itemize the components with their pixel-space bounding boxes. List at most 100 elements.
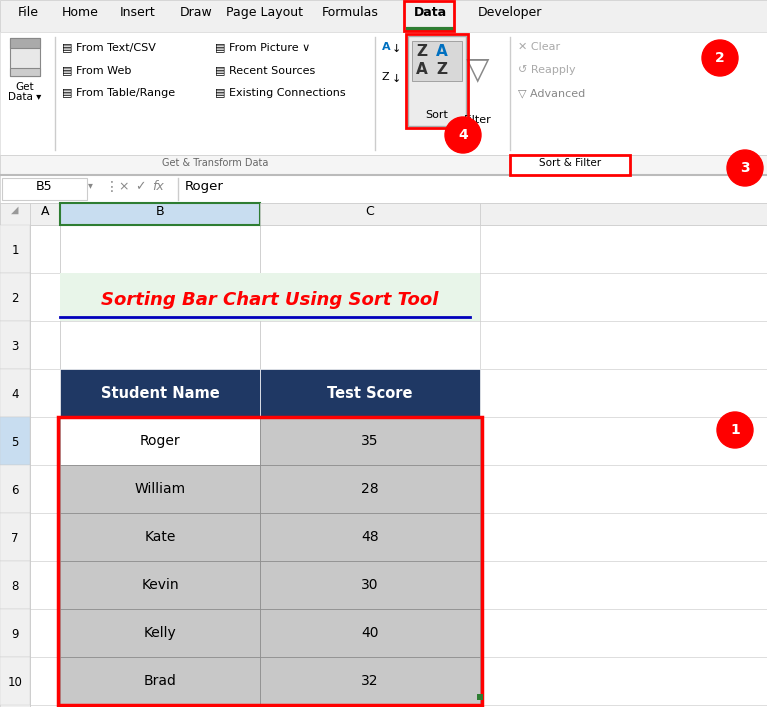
Bar: [10, 38, 40, 48]
Bar: [408, 36, 466, 126]
Text: A: A: [41, 205, 49, 218]
Bar: [260, 417, 480, 465]
Text: 48: 48: [361, 530, 379, 544]
Bar: [260, 609, 480, 657]
Text: Home: Home: [61, 6, 98, 19]
Bar: [0, 273, 30, 321]
Bar: [0, 321, 30, 369]
Text: Z: Z: [382, 72, 390, 82]
Text: ↺ Reapply: ↺ Reapply: [518, 65, 575, 75]
Bar: [412, 41, 462, 81]
Text: fx: fx: [152, 180, 163, 193]
Text: ✕ Clear: ✕ Clear: [518, 42, 560, 52]
Bar: [60, 657, 260, 705]
Text: A: A: [382, 42, 390, 52]
Bar: [477, 694, 483, 700]
Text: 28: 28: [361, 482, 379, 496]
Text: ◢: ◢: [12, 205, 18, 215]
Text: ▾: ▾: [88, 180, 93, 190]
Bar: [30, 203, 60, 225]
Text: Kevin: Kevin: [141, 578, 179, 592]
Circle shape: [727, 150, 763, 186]
Text: Z: Z: [416, 44, 427, 59]
Text: 10: 10: [8, 676, 22, 689]
Bar: [0, 225, 30, 273]
Text: B5: B5: [36, 180, 52, 193]
Text: 5: 5: [12, 436, 18, 449]
Text: Get & Transform Data: Get & Transform Data: [162, 158, 268, 168]
Text: Formulas: Formulas: [321, 6, 378, 19]
Bar: [510, 155, 630, 175]
Text: ▽ Advanced: ▽ Advanced: [518, 88, 585, 98]
Bar: [260, 657, 480, 705]
Text: ▤ From Picture ∨: ▤ From Picture ∨: [215, 42, 310, 52]
Text: C: C: [366, 205, 374, 218]
Text: Kate: Kate: [144, 530, 176, 544]
Text: Sort & Filter: Sort & Filter: [539, 158, 601, 168]
Bar: [0, 417, 30, 465]
Bar: [0, 561, 30, 609]
Text: Kelly: Kelly: [143, 626, 176, 640]
Text: Brad: Brad: [143, 674, 176, 688]
Bar: [0, 465, 30, 513]
Text: Student Name: Student Name: [100, 386, 219, 401]
Text: 40: 40: [361, 626, 379, 640]
Text: ▤ From Web: ▤ From Web: [62, 65, 131, 75]
Text: Roger: Roger: [185, 180, 224, 193]
Text: 4: 4: [458, 128, 468, 142]
Bar: [260, 513, 480, 561]
Bar: [0, 175, 767, 203]
Bar: [10, 68, 40, 76]
Bar: [0, 155, 767, 175]
Bar: [0, 225, 30, 707]
Bar: [406, 34, 468, 128]
Bar: [60, 513, 260, 561]
Bar: [10, 38, 40, 76]
Text: Data ▾: Data ▾: [8, 92, 41, 102]
Text: 6: 6: [12, 484, 18, 497]
Text: William: William: [134, 482, 186, 496]
Text: Insert: Insert: [120, 6, 156, 19]
Text: Test Score: Test Score: [328, 386, 413, 401]
Bar: [0, 0, 767, 175]
Text: 8: 8: [12, 580, 18, 593]
Text: Filter: Filter: [464, 115, 492, 125]
Bar: [60, 465, 260, 513]
Text: 3: 3: [12, 340, 18, 353]
Text: ✓: ✓: [135, 180, 146, 193]
Text: ▽: ▽: [466, 55, 490, 84]
Bar: [260, 369, 480, 417]
Text: ▤ Recent Sources: ▤ Recent Sources: [215, 65, 315, 75]
Bar: [0, 203, 30, 225]
Text: 30: 30: [361, 578, 379, 592]
Text: ▤ From Table/Range: ▤ From Table/Range: [62, 88, 175, 98]
Circle shape: [702, 40, 738, 76]
Text: Get: Get: [15, 82, 35, 92]
Bar: [60, 561, 260, 609]
Text: Draw: Draw: [179, 6, 212, 19]
Text: 32: 32: [361, 674, 379, 688]
Text: ▤ From Text/CSV: ▤ From Text/CSV: [62, 42, 156, 52]
Bar: [0, 369, 30, 417]
Bar: [2, 178, 87, 200]
Bar: [260, 203, 480, 225]
Bar: [60, 203, 260, 225]
Bar: [60, 273, 480, 321]
Bar: [60, 417, 260, 465]
Text: A: A: [436, 44, 448, 59]
Text: ⋮: ⋮: [105, 180, 119, 194]
Text: ×: ×: [118, 180, 129, 193]
Text: B: B: [156, 205, 164, 218]
Text: Z: Z: [436, 62, 447, 77]
Text: Roger: Roger: [140, 434, 180, 448]
Bar: [0, 203, 767, 225]
Text: ↓: ↓: [392, 44, 401, 54]
Text: File: File: [18, 6, 38, 19]
Text: 4: 4: [12, 388, 18, 401]
Bar: [0, 203, 767, 707]
Bar: [0, 0, 767, 32]
Bar: [480, 203, 767, 225]
Text: 9: 9: [12, 628, 18, 641]
Bar: [260, 465, 480, 513]
Text: Data: Data: [413, 6, 446, 19]
